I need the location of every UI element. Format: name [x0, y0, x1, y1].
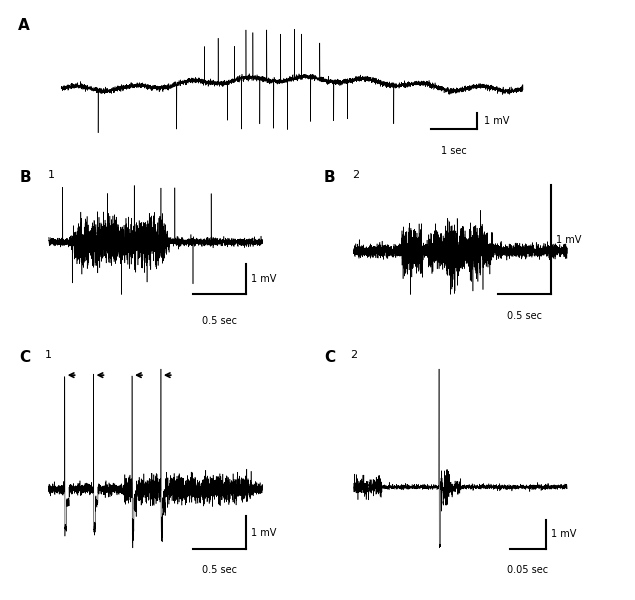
Text: 1 sec: 1 sec [441, 146, 467, 156]
Text: 1: 1 [45, 350, 52, 360]
Text: 1 mV: 1 mV [251, 274, 276, 284]
Text: 2: 2 [350, 350, 357, 360]
Text: B: B [19, 170, 31, 185]
Text: 1 mV: 1 mV [485, 116, 510, 126]
Text: B: B [324, 170, 336, 185]
Text: 1 mV: 1 mV [251, 527, 276, 538]
Text: C: C [324, 350, 335, 365]
Text: 0.5 sec: 0.5 sec [202, 565, 237, 575]
Text: C: C [19, 350, 30, 365]
Text: 1 mV: 1 mV [551, 529, 576, 539]
Text: 0.5 sec: 0.5 sec [202, 316, 237, 326]
Text: 1: 1 [48, 170, 55, 181]
Text: A: A [18, 18, 30, 33]
Text: 0.05 sec: 0.05 sec [507, 565, 549, 575]
Text: 2: 2 [352, 170, 359, 181]
Text: 1 mV: 1 mV [556, 235, 581, 245]
Text: 0.5 sec: 0.5 sec [507, 311, 542, 321]
